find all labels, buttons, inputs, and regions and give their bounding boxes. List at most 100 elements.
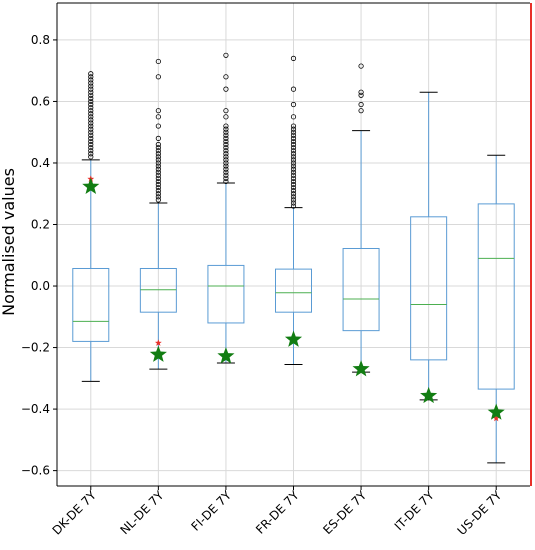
outlier-point [223,52,229,58]
green-star-marker [149,345,167,362]
outlier-point [88,95,94,101]
outlier-point [155,108,161,114]
outlier-point [88,114,94,120]
outlier-point [88,151,94,157]
outlier-point [223,154,229,160]
outlier-point [155,197,161,203]
outlier-point [88,74,94,80]
outlier-point [88,141,94,148]
marker-layer [82,175,505,422]
outlier-point [88,92,94,98]
outlier-point [290,197,297,203]
outlier-point [223,123,229,129]
outlier-point [290,151,297,157]
outlier-point [223,138,229,145]
outlier-point [290,194,297,200]
outlier-point [290,188,297,194]
outlier-point [290,141,297,148]
outlier-point [223,74,229,80]
outlier-point [290,135,297,141]
y-axis-label: Normalised values [0,168,18,316]
outlier-point [290,154,297,160]
outlier-point [358,89,364,95]
outlier-point [155,181,161,188]
outlier-point [88,98,94,105]
iqr-box [275,268,312,313]
x-tick-label: FR-DE 7Y [253,488,302,537]
green-star-marker [352,360,370,377]
outlier-point [290,114,297,120]
outlier-point [290,172,297,178]
y-tick-label: 0.4 [31,156,50,170]
outlier-point [88,154,94,160]
box-fi-de-7y [207,52,245,364]
outlier-point [155,175,161,181]
outlier-point [223,157,229,163]
outlier-point [155,178,161,185]
outlier-point [88,89,94,95]
outlier-point [88,123,94,129]
outlier-point [155,58,161,65]
outlier-point [155,114,161,120]
x-tick-label: ES-DE 7Y [320,488,369,537]
y-tick-label: 0.2 [31,218,50,232]
x-tick-label: US-DE 7Y [455,488,505,538]
outlier-point [223,160,229,166]
outlier-point [290,178,297,185]
outlier-point [155,166,161,172]
outlier-point [358,63,364,69]
outlier-point [290,191,297,197]
outlier-point [290,129,297,135]
green-star-marker [82,177,100,194]
outlier-point [155,169,161,175]
outlier-point [155,151,161,157]
outlier-point [290,123,297,129]
green-star-marker [284,330,303,347]
outlier-point [290,181,297,188]
outlier-point [223,126,229,132]
outlier-point [290,157,297,163]
outlier-point [223,166,229,172]
box-dk-de-7y [72,71,110,382]
outlier-point [223,108,229,114]
green-star-marker [420,386,438,404]
outlier-point [88,83,94,89]
outlier-point [290,55,297,61]
iqr-box [342,247,380,332]
outlier-point [155,188,161,194]
outlier-point [155,184,161,191]
x-tick-label: DK-DE 7Y [50,488,100,538]
outlier-point [88,80,94,86]
outlier-point [358,92,364,98]
red-star-marker [154,339,162,346]
outlier-point [88,129,94,135]
outlier-point [88,148,94,154]
outlier-point [88,120,94,126]
outlier-point [223,129,229,135]
outlier-point [155,172,161,178]
iqr-box [410,216,448,361]
outlier-point [223,151,229,157]
outlier-point [88,126,94,132]
outlier-point [223,163,229,169]
outlier-point [88,111,94,117]
x-tick-label: FI-DE 7Y [189,488,235,534]
outlier-point [290,132,297,138]
outlier-point [290,160,297,166]
box-it-de-7y [410,91,448,401]
outlier-point [88,86,94,92]
outlier-point [88,71,94,77]
outlier-point [223,148,229,154]
iqr-box [139,267,177,313]
outlier-point [290,163,297,169]
y-tick-label: 0.0 [31,279,50,293]
outlier-point [290,200,297,206]
y-tick-label: −0.4 [21,402,50,416]
outlier-point [223,135,229,141]
outlier-point [155,135,161,141]
outlier-point [155,74,161,80]
outlier-point [223,169,229,175]
iqr-box [207,264,245,324]
